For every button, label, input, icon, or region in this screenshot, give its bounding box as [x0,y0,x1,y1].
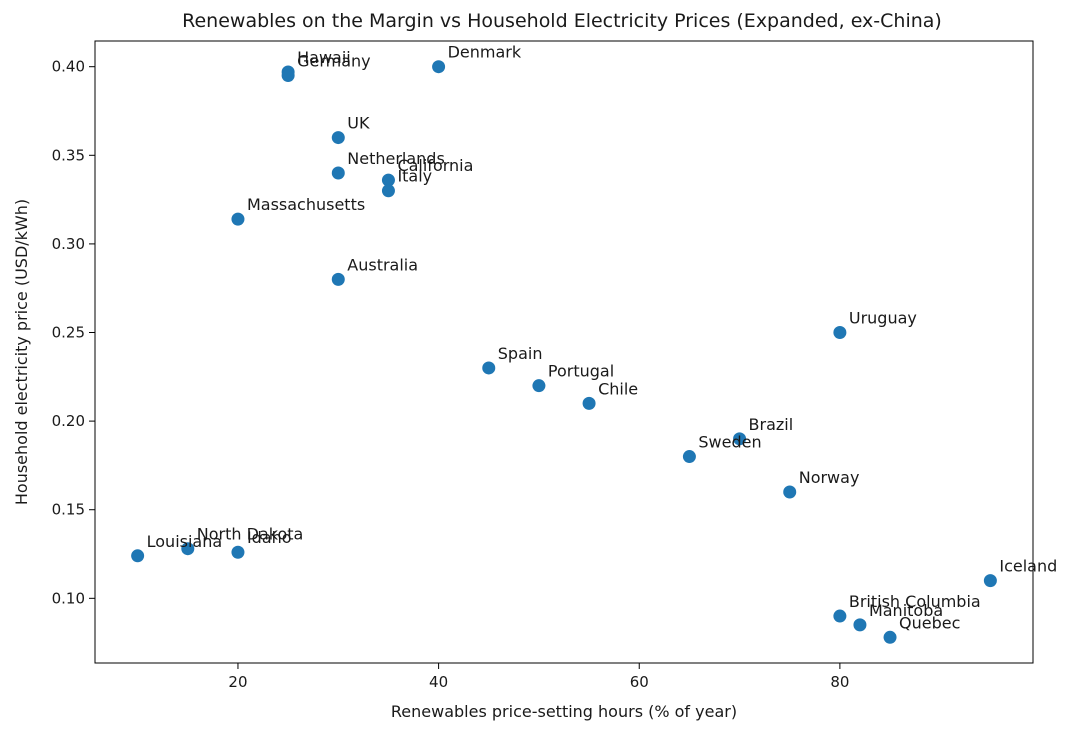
point-label: Massachusetts [247,195,365,214]
data-point [231,212,245,226]
point-label: Spain [498,344,543,363]
point-label: Chile [598,379,638,398]
y-tick-label: 0.35 [52,146,85,164]
point-label: Hawaii [297,48,351,67]
data-point [983,574,997,588]
data-point [381,184,395,198]
data-point [733,432,747,446]
point-label: Quebec [899,613,960,632]
data-point [833,326,847,340]
data-point [181,542,195,556]
x-axis-label: Renewables price-setting hours (% of yea… [391,702,737,721]
data-point [281,69,295,83]
data-point [331,272,345,286]
point-label: Australia [347,255,418,274]
data-point [783,485,797,499]
point-label: Portugal [548,362,614,381]
y-tick-label: 0.20 [52,412,85,430]
point-label: Iceland [999,557,1057,576]
chart-title: Renewables on the Margin vs Household El… [182,10,942,32]
x-tick-label: 80 [830,673,849,691]
x-tick-label: 40 [429,673,448,691]
point-label: Denmark [448,43,522,62]
point-label: California [397,156,473,175]
point-label: Italy [397,167,432,186]
x-axis: 20 40 60 80 [228,663,849,691]
data-point [231,545,245,559]
point-label: Uruguay [849,309,917,328]
y-tick-label: 0.40 [52,58,85,76]
point-label: Norway [799,468,860,487]
data-point [582,396,596,410]
point-label: Louisiana [147,532,223,551]
y-axis: 0.10 0.15 0.20 0.25 0.30 0.35 0.40 [52,58,95,607]
data-point [833,609,847,623]
point-label: Manitoba [869,601,943,620]
y-tick-label: 0.10 [52,589,85,607]
data-point [482,361,496,375]
data-point [331,131,345,145]
point-label: North Dakota [197,525,304,544]
data-points [131,60,997,644]
x-tick-label: 20 [228,673,247,691]
data-point [883,630,897,644]
data-point [131,549,145,563]
plot-area-frame [94,40,1034,664]
point-label: Brazil [749,415,794,434]
y-tick-label: 0.25 [52,324,85,342]
y-axis-label: Household electricity price (USD/kWh) [12,199,31,505]
y-tick-label: 0.30 [52,235,85,253]
data-point [432,60,446,74]
x-tick-label: 60 [630,673,649,691]
data-point [532,379,546,393]
data-point [381,173,395,187]
data-point [331,166,345,180]
point-label: Germany [297,52,371,71]
point-label: Sweden [698,433,761,452]
point-label: British Columbia [849,592,981,611]
y-tick-label: 0.15 [52,501,85,519]
point-label: Idaho [247,528,292,547]
point-label: Netherlands [347,149,445,168]
data-point [682,450,696,464]
point-label: UK [347,114,370,133]
data-point [853,618,867,632]
